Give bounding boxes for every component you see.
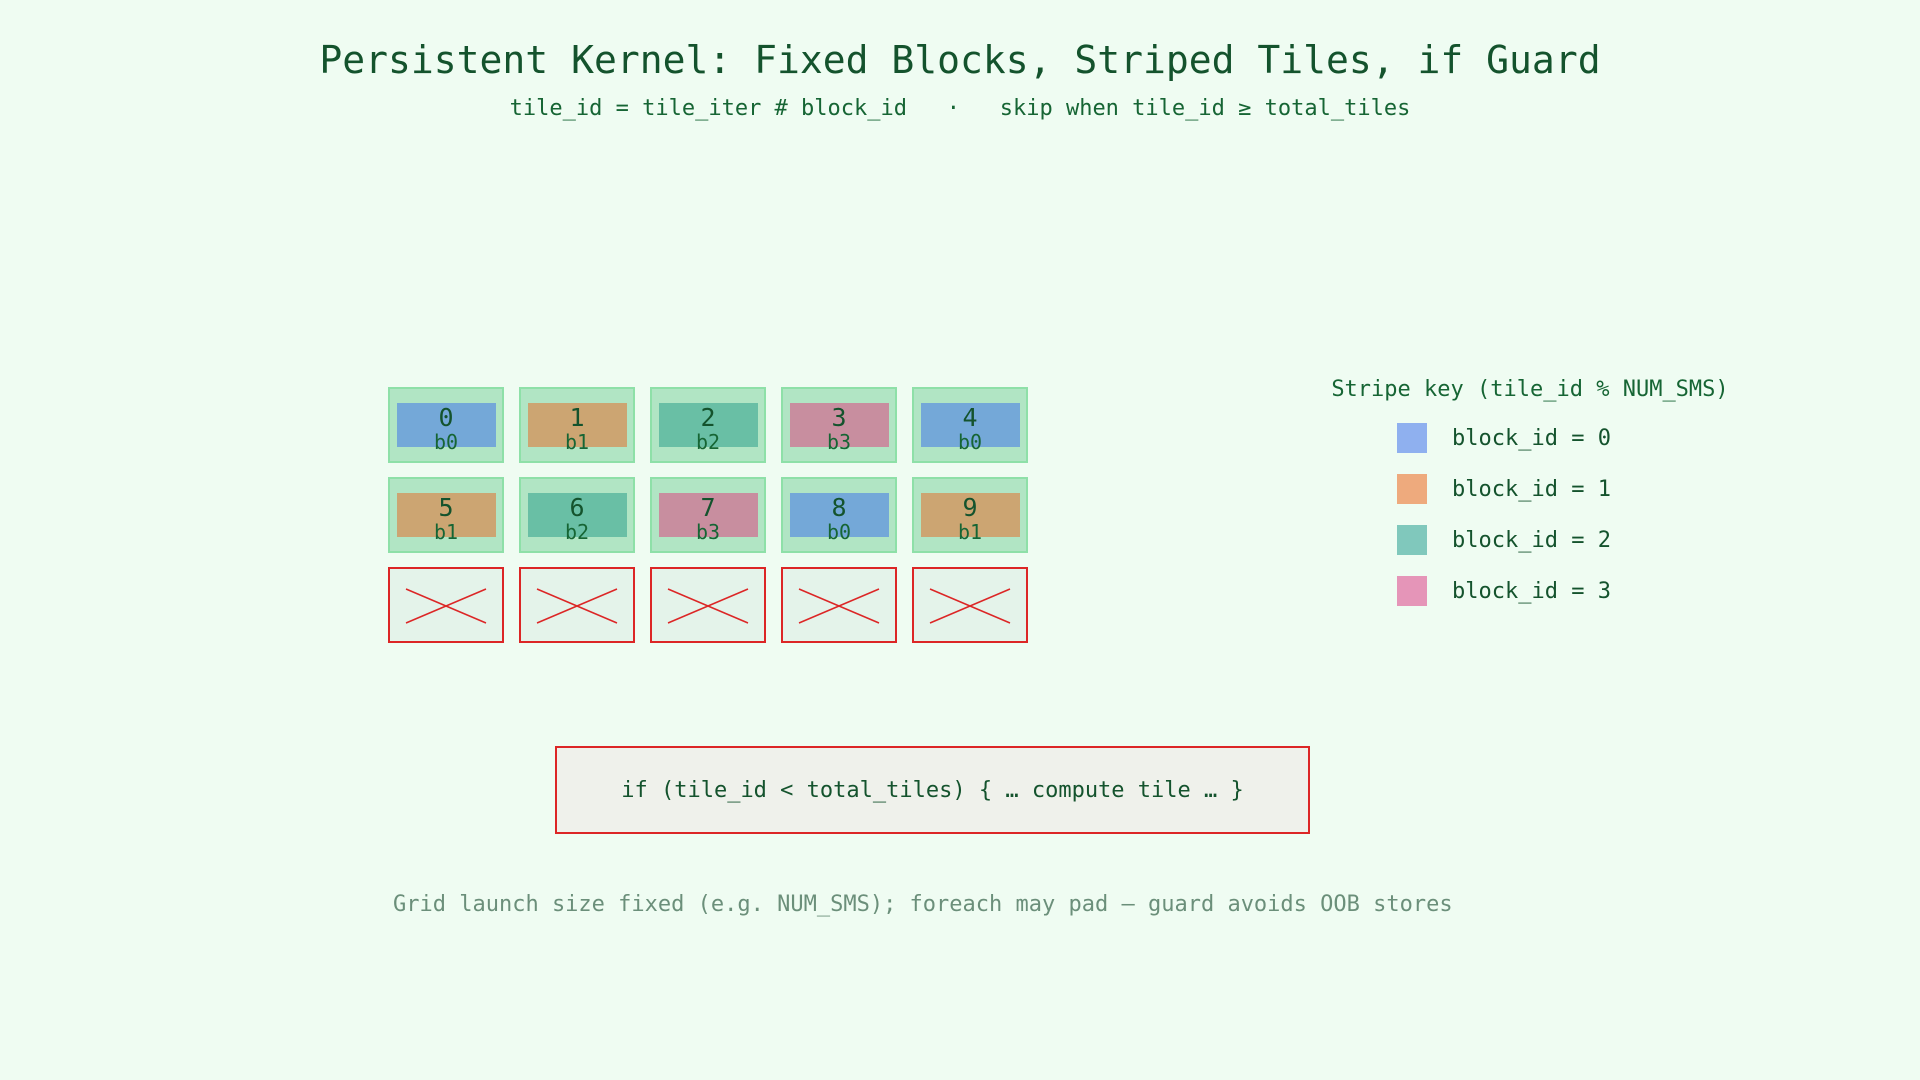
tile-fill (397, 403, 496, 447)
tile-id: 9 (962, 493, 978, 522)
legend-item: block_id = 0 (1397, 423, 1611, 453)
tile: 2 b2 (650, 387, 766, 463)
guard-box: if (tile_id < total_tiles) { … compute t… (555, 746, 1310, 834)
tile-block: b1 (957, 520, 983, 544)
tile-block: b2 (695, 430, 721, 454)
tile-grid: 0 b0 1 b1 2 b2 3 b3 4 b0 5 b1 6 b2 7 b3 … (388, 387, 1028, 643)
padded-tile (388, 567, 504, 643)
tile: 4 b0 (912, 387, 1028, 463)
tile-id: 1 (569, 403, 585, 432)
legend-label: block_id = 2 (1452, 527, 1611, 553)
guard-code: if (tile_id < total_tiles) { … compute t… (621, 777, 1244, 803)
legend-label: block_id = 0 (1452, 425, 1611, 451)
legend-swatch (1397, 576, 1427, 606)
cross-icon (405, 588, 487, 624)
tile: 8 b0 (781, 477, 897, 553)
legend-item: block_id = 1 (1397, 474, 1611, 504)
tile-block: b3 (695, 520, 721, 544)
legend-item: block_id = 3 (1397, 576, 1611, 606)
tile-block: b1 (564, 430, 590, 454)
legend-label: block_id = 3 (1452, 578, 1611, 604)
tile-fill (790, 403, 889, 447)
tile-block: b1 (433, 520, 459, 544)
tile: 0 b0 (388, 387, 504, 463)
tile: 3 b3 (781, 387, 897, 463)
tile-block: b3 (826, 430, 852, 454)
cross-icon (929, 588, 1011, 624)
legend-swatch (1397, 423, 1427, 453)
tile-block: b0 (957, 430, 983, 454)
diagram-title: Persistent Kernel: Fixed Blocks, Striped… (319, 38, 1601, 82)
tile-id: 7 (700, 493, 716, 522)
padded-tile (912, 567, 1028, 643)
cross-icon (536, 588, 618, 624)
tile-id: 6 (569, 493, 585, 522)
tile-id: 2 (700, 403, 716, 432)
footnote: Grid launch size fixed (e.g. NUM_SMS); f… (393, 892, 1453, 917)
tile-fill (790, 493, 889, 537)
tile-block: b0 (433, 430, 459, 454)
tile-id: 4 (962, 403, 978, 432)
legend-item: block_id = 2 (1397, 525, 1611, 555)
tile: 1 b1 (519, 387, 635, 463)
tile-block: b2 (564, 520, 590, 544)
padded-tile (781, 567, 897, 643)
tile-id: 8 (831, 493, 847, 522)
legend-swatch (1397, 525, 1427, 555)
tile-fill (397, 493, 496, 537)
tile: 7 b3 (650, 477, 766, 553)
tile-id: 5 (438, 493, 454, 522)
cross-icon (798, 588, 880, 624)
diagram-subtitle: tile_id = tile_iter # block_id · skip wh… (509, 96, 1411, 121)
tile-fill (659, 403, 758, 447)
tile-fill (528, 493, 627, 537)
tile-block: b0 (826, 520, 852, 544)
legend-swatch (1397, 474, 1427, 504)
legend-label: block_id = 1 (1452, 476, 1611, 502)
tile-id: 3 (831, 403, 847, 432)
tile: 9 b1 (912, 477, 1028, 553)
tile-fill (659, 493, 758, 537)
tile-fill (921, 493, 1020, 537)
tile-fill (528, 403, 627, 447)
legend-title: Stripe key (tile_id % NUM_SMS) (1331, 377, 1729, 402)
tile-id: 0 (438, 403, 454, 432)
cross-icon (667, 588, 749, 624)
tile: 6 b2 (519, 477, 635, 553)
padded-tile (519, 567, 635, 643)
padded-tile (650, 567, 766, 643)
tile: 5 b1 (388, 477, 504, 553)
tile-fill (921, 403, 1020, 447)
